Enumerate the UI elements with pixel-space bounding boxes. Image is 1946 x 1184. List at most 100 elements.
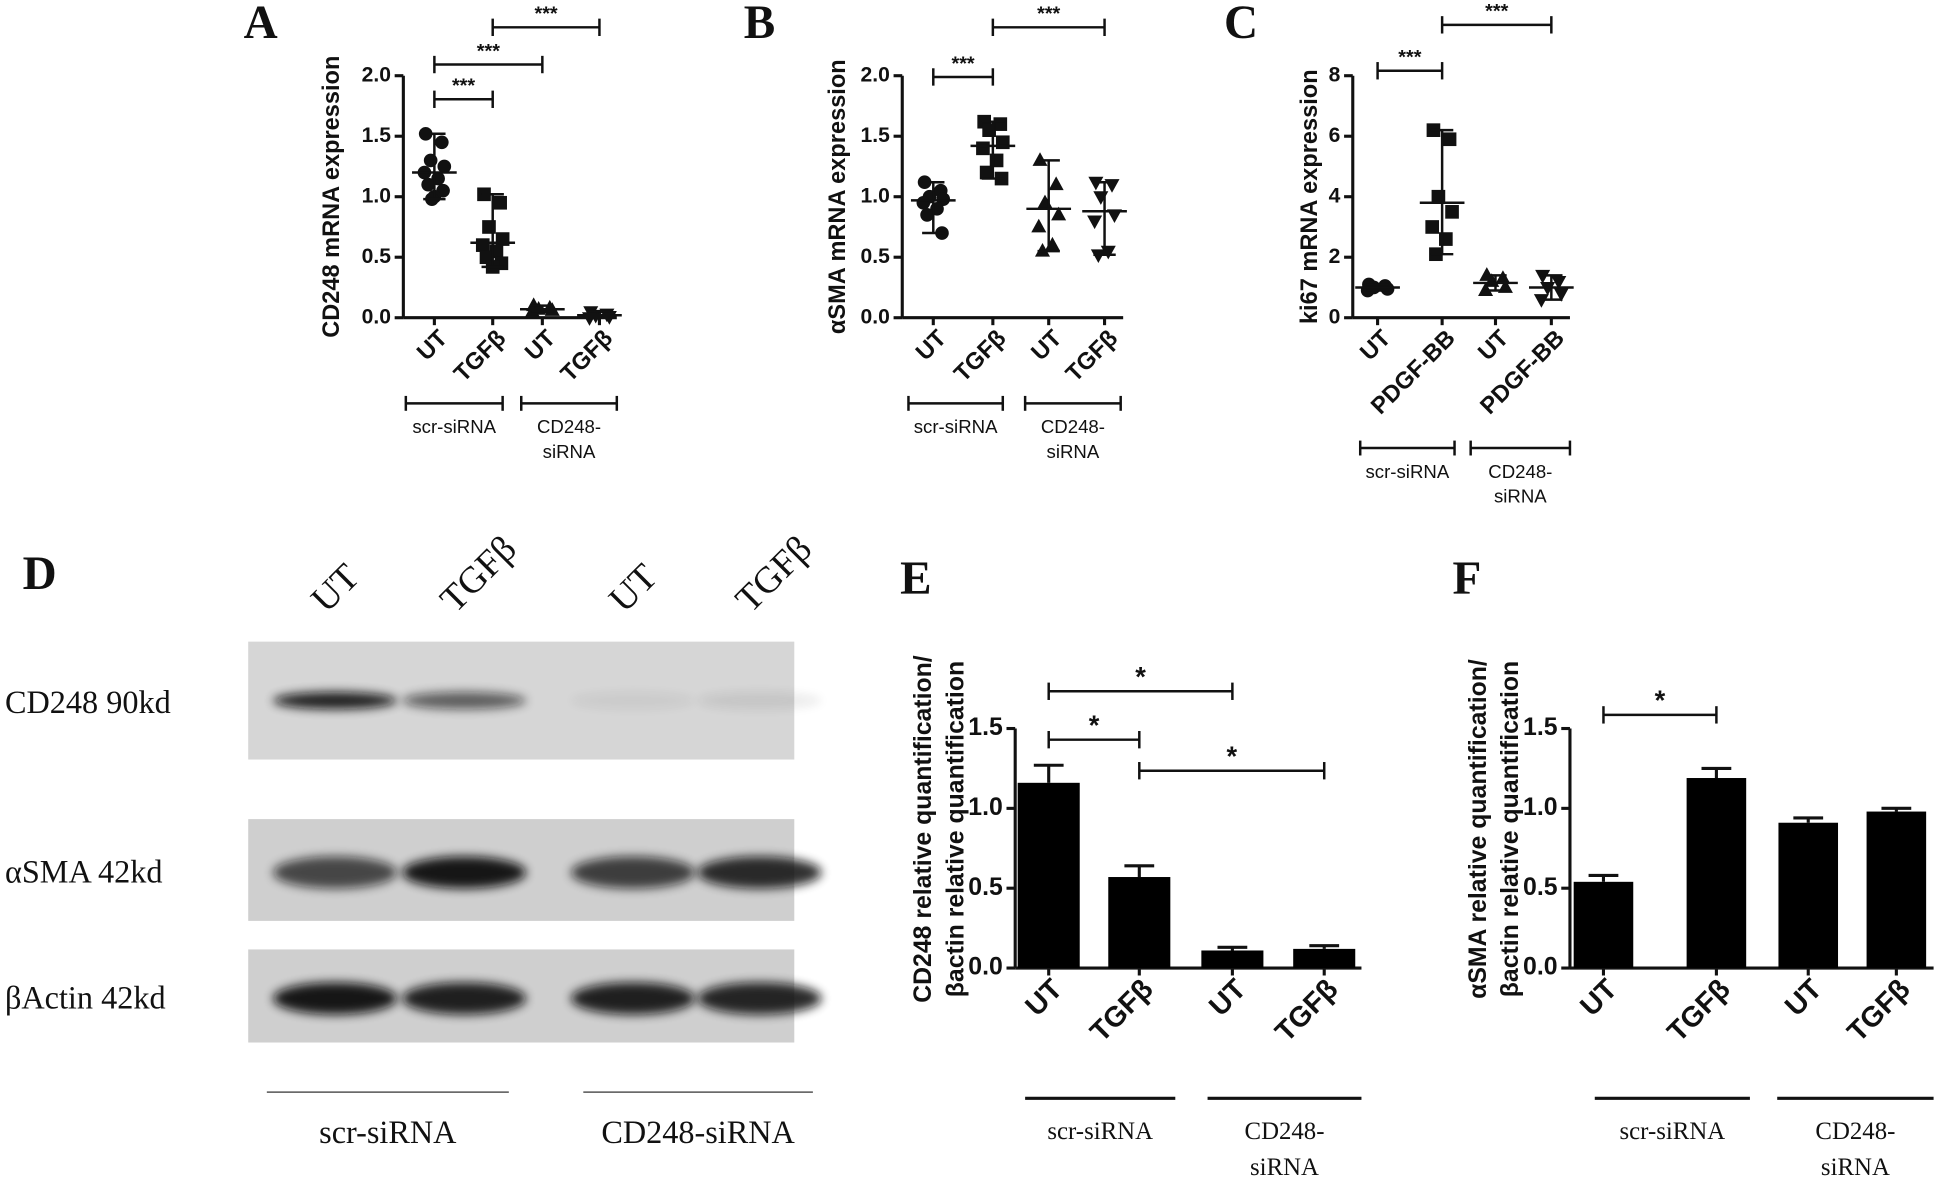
significance: *: [1655, 685, 1666, 716]
blot-band: [273, 856, 398, 889]
y-tick-label: 1.5: [968, 714, 1003, 741]
data-point: [1034, 242, 1051, 257]
x-tick-label: UT: [1026, 324, 1067, 365]
group-label: siRNA: [1047, 441, 1100, 462]
data-point: [437, 159, 452, 174]
data-point: [1551, 275, 1567, 290]
data-point: [1044, 236, 1060, 251]
blot-band: [570, 982, 695, 1015]
data-point: [1535, 269, 1551, 284]
group-label: CD248-: [1245, 1118, 1325, 1145]
group-label: siRNA: [543, 441, 596, 462]
significance: ***: [534, 3, 557, 25]
group-label: scr-siRNA: [1047, 1118, 1153, 1145]
significance: ***: [951, 53, 974, 75]
y-tick-label: 0: [1329, 305, 1341, 328]
significance: ***: [1398, 47, 1421, 69]
data-point: [916, 195, 931, 210]
significance: *: [1089, 709, 1100, 740]
x-tick-label: UT: [1019, 973, 1069, 1023]
panel-letter: A: [244, 0, 278, 49]
y-tick-label: 2.0: [861, 63, 890, 86]
y-tick-label: 0.0: [968, 954, 1003, 981]
data-point: [1425, 220, 1440, 234]
y-tick-label: 1.0: [968, 794, 1003, 821]
blot-band: [570, 856, 695, 889]
significance: *: [1226, 741, 1237, 772]
y-tick-label: 2.0: [362, 63, 391, 86]
y-tick-label: 0.5: [968, 874, 1003, 901]
bar: [1017, 782, 1080, 969]
panel-letter: E: [900, 553, 931, 605]
group-label: CD248-: [537, 416, 601, 437]
x-tick-label: TGFβ: [449, 325, 511, 387]
y-tick-label: 0.0: [861, 305, 890, 328]
panel: F 0.0 0.5 1.0 1.5 αSMA relative quantificatio…: [1453, 553, 1934, 1181]
data-point: [421, 177, 435, 192]
data-point: [1090, 249, 1106, 263]
data-point: [1445, 205, 1459, 219]
blot-band: [697, 856, 822, 889]
y-tick-label: 1.0: [861, 184, 890, 207]
significance: ***: [1485, 1, 1508, 23]
y-tick-label: 1.5: [861, 124, 891, 147]
x-tick-label: UT: [911, 324, 952, 365]
group-label: siRNA: [1821, 1154, 1890, 1181]
row-label: βActin 42kd: [5, 979, 166, 1015]
y-axis-label: αSMA relative quantification/: [1465, 659, 1492, 999]
blot-band: [402, 982, 527, 1015]
group-label: scr-siRNA: [914, 416, 998, 437]
data-point: [1478, 282, 1494, 296]
group-label: siRNA: [1250, 1154, 1319, 1181]
data-point: [1031, 218, 1047, 233]
y-axis-label: βactin relative quantification: [1497, 661, 1524, 997]
x-tick-label: TGFβ: [1269, 973, 1344, 1048]
blot-band: [402, 856, 527, 889]
x-tick-label: UT: [520, 324, 561, 365]
y-tick-label: 6: [1329, 124, 1341, 147]
panel-letter: D: [23, 548, 57, 600]
lane-label: TGFβ: [728, 528, 820, 620]
significance: ***: [477, 40, 500, 62]
data-point: [976, 141, 990, 156]
bar: [1866, 811, 1927, 969]
blot-band: [697, 982, 822, 1015]
data-point: [1540, 282, 1556, 296]
x-tick-label: UT: [1203, 973, 1253, 1023]
data-point: [1048, 176, 1064, 191]
x-tick-label: TGFβ: [1841, 973, 1916, 1048]
data-point: [1093, 191, 1109, 205]
data-point: [1553, 288, 1569, 302]
data-point: [1495, 270, 1511, 284]
group-label: siRNA: [1494, 486, 1547, 507]
y-axis-label: ki67 mRNA expression: [1296, 69, 1322, 324]
group-label: scr-siRNA: [319, 1114, 457, 1150]
significance: ***: [1037, 3, 1060, 25]
group-label: CD248-: [1815, 1118, 1895, 1145]
y-tick-label: 0.5: [861, 245, 891, 268]
y-tick-label: 0.5: [362, 245, 392, 268]
panel-letter: B: [744, 0, 775, 49]
blot-band: [570, 691, 695, 710]
y-tick-label: 0.5: [1523, 874, 1558, 901]
significance: *: [1135, 661, 1146, 692]
x-tick-label: UT: [1779, 973, 1829, 1023]
blot-panel: D UT TGFβ UT TGFβ CD248 90kd αSMA 42kd βActin 4…: [5, 528, 822, 1150]
data-point: [434, 135, 449, 150]
x-tick-label: UT: [1473, 324, 1514, 365]
data-point: [1037, 194, 1053, 209]
y-axis-label: CD248 relative quantification/: [910, 655, 937, 1003]
panel: E 0.0 0.5 1.0 1.5 CD248 relative quantificati…: [900, 553, 1362, 1181]
panel-letter: F: [1453, 553, 1482, 605]
lane-label: UT: [304, 556, 368, 620]
y-axis-label: αSMA mRNA expression: [824, 59, 850, 334]
data-point: [1106, 209, 1122, 224]
y-tick-label: 8: [1329, 63, 1341, 86]
bar: [1686, 778, 1747, 969]
data-point: [1533, 294, 1549, 308]
x-tick-label: UT: [1574, 973, 1624, 1023]
blot-band: [273, 691, 398, 710]
